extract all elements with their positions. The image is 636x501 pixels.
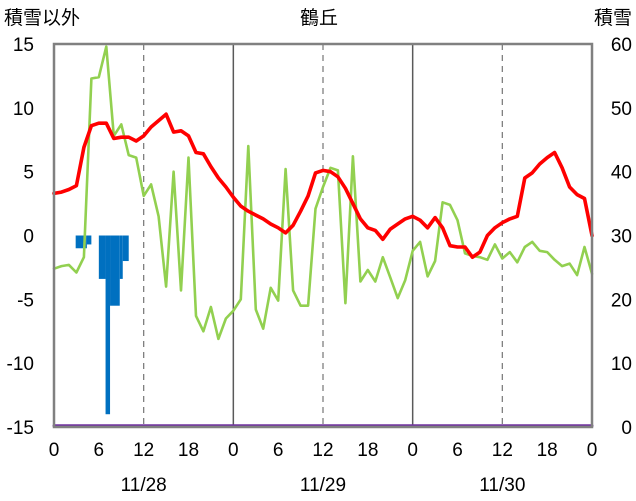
x-tick-label: 18 bbox=[357, 440, 378, 461]
y-right-tick-label: 0 bbox=[621, 418, 632, 439]
x-tick-label: 0 bbox=[407, 440, 418, 461]
y-right-tick-label: 10 bbox=[611, 354, 632, 375]
precip-bar bbox=[119, 235, 123, 279]
precip-bar bbox=[105, 235, 111, 415]
x-tick-label: 0 bbox=[228, 440, 239, 461]
y-left-axis-label: 積雪以外 bbox=[4, 7, 80, 29]
y-left-tick-label: -5 bbox=[17, 290, 34, 311]
y-left-tick-label: -10 bbox=[7, 354, 34, 375]
date-label: 11/29 bbox=[300, 475, 346, 496]
plot-area bbox=[52, 42, 594, 429]
date-label: 11/28 bbox=[121, 475, 167, 496]
precip-bar bbox=[98, 235, 106, 279]
y-right-tick-label: 30 bbox=[611, 227, 632, 248]
plot-border bbox=[52, 42, 594, 429]
series-line-red bbox=[52, 112, 594, 260]
x-tick-label: 12 bbox=[133, 440, 154, 461]
y-left-tick-label: 5 bbox=[23, 163, 34, 184]
y-right-tick-label: 40 bbox=[611, 163, 632, 184]
x-tick-label: 6 bbox=[273, 440, 284, 461]
y-left-tick-label: -15 bbox=[7, 418, 34, 439]
y-left-tick-label: 10 bbox=[13, 99, 34, 120]
x-tick-label: 12 bbox=[312, 440, 333, 461]
x-tick-label: 0 bbox=[49, 440, 60, 461]
precip-bar bbox=[75, 235, 87, 249]
series-line-green bbox=[52, 45, 594, 341]
x-tick-label: 18 bbox=[178, 440, 199, 461]
x-tick-label: 0 bbox=[587, 440, 598, 461]
chart-title: 鶴丘 bbox=[300, 7, 338, 29]
precip-bar bbox=[122, 235, 129, 262]
precip-bar bbox=[86, 235, 92, 245]
x-tick-label: 6 bbox=[452, 440, 463, 461]
x-tick-label: 6 bbox=[94, 440, 105, 461]
y-right-tick-label: 60 bbox=[611, 35, 632, 56]
precip-bar bbox=[110, 235, 120, 306]
y-right-tick-label: 50 bbox=[611, 99, 632, 120]
y-left-tick-label: 15 bbox=[13, 35, 34, 56]
date-label: 11/30 bbox=[479, 475, 525, 496]
y-right-tick-label: 20 bbox=[611, 290, 632, 311]
y-right-axis-label: 積雪 bbox=[594, 7, 632, 29]
y-left-tick-label: 0 bbox=[23, 227, 34, 248]
x-tick-label: 18 bbox=[537, 440, 558, 461]
x-tick-label: 12 bbox=[492, 440, 513, 461]
